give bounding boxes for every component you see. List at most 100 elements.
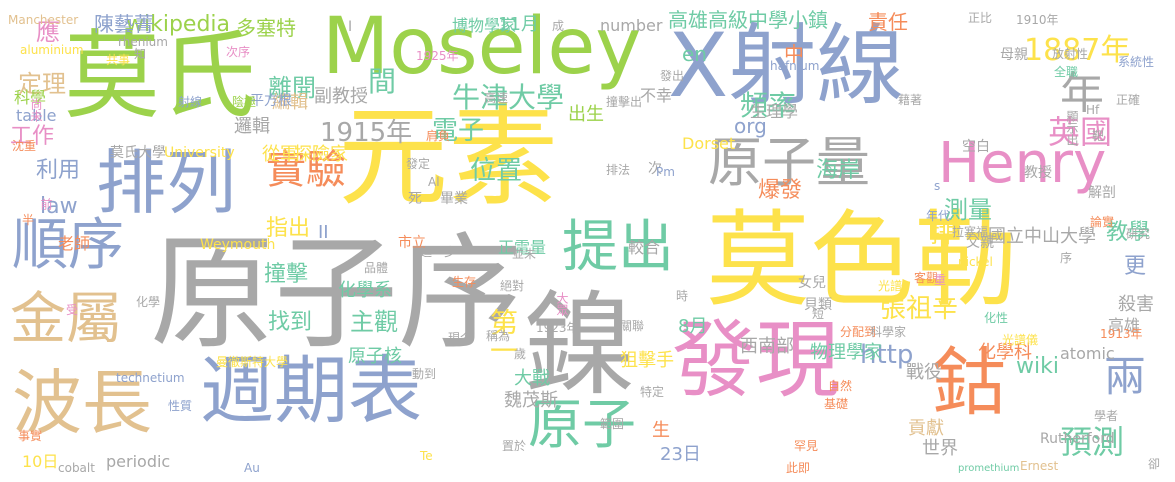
cloud-word: technetium: [116, 371, 185, 385]
cloud-word: table: [16, 106, 57, 125]
cloud-word: 指出: [266, 216, 311, 241]
cloud-word: 海岸: [816, 158, 861, 183]
cloud-word: 年: [1060, 68, 1104, 119]
cloud-word: 張祖辛: [880, 294, 959, 324]
cloud-word: 10日: [22, 452, 59, 471]
cloud-word: 藉著: [898, 93, 923, 107]
cloud-word: 歲: [514, 347, 527, 361]
cloud-word: 國立中山大學: [988, 226, 1096, 247]
cloud-word: 元素: [338, 93, 558, 221]
cloud-word: II: [318, 222, 329, 243]
cloud-word: 利用: [36, 158, 81, 183]
cloud-word: 現今: [448, 331, 473, 345]
cloud-word: 中: [784, 42, 804, 66]
cloud-word: 共事: [106, 53, 131, 67]
cloud-word: 狙擊手: [620, 350, 674, 371]
cloud-word: 發定: [406, 157, 431, 171]
cloud-word: 次: [648, 161, 662, 177]
cloud-word: en: [682, 42, 707, 66]
cloud-word: 頻率: [740, 89, 797, 122]
cloud-word: 更: [1124, 254, 1147, 279]
cloud-word: 罕見: [794, 439, 819, 453]
cloud-word: 原子序: [150, 222, 523, 366]
cloud-word: 生理學: [750, 102, 799, 121]
cloud-word: 肩負: [426, 129, 451, 143]
cloud-word: 高雄高級中學小鎮: [668, 8, 828, 32]
cloud-word: 原子: [528, 393, 636, 456]
cloud-word: 光譜儀: [1002, 333, 1039, 347]
cloud-word: 週期表: [200, 348, 422, 434]
cloud-word: 畢業: [440, 191, 468, 207]
cloud-word: 高速: [484, 91, 509, 105]
cloud-word: 鎳: [524, 281, 636, 411]
cloud-word: X射線: [668, 14, 905, 117]
cloud-word: 沈重: [12, 139, 37, 153]
cloud-word: 排法: [606, 163, 631, 177]
cloud-word: 多塞特: [236, 16, 296, 40]
cloud-word: 工作: [10, 124, 55, 149]
cloud-word: Weymouth: [200, 237, 276, 253]
cloud-word: 基礎: [824, 397, 849, 411]
cloud-word: 從軍: [262, 144, 298, 165]
cloud-word: 物理學家: [810, 342, 882, 363]
cloud-word: 範圍: [600, 417, 625, 431]
cloud-word: 客觀: [914, 271, 939, 285]
cloud-word: cobalt: [58, 461, 95, 475]
cloud-word: Moseley: [322, 2, 642, 92]
cloud-word: Manchester: [8, 13, 79, 27]
cloud-word: 出生: [568, 104, 604, 125]
cloud-word: 西南部: [740, 336, 794, 357]
cloud-word: 前: [39, 198, 53, 210]
cloud-word: 位置: [470, 156, 523, 186]
cloud-word: 1910年: [1016, 13, 1059, 27]
cloud-word: 化性: [984, 311, 1009, 325]
cloud-word: promethium: [958, 463, 1020, 474]
cloud-word: 1915年: [320, 118, 413, 148]
cloud-word: 性質: [168, 399, 193, 413]
cloud-word: 英國: [1048, 113, 1113, 151]
cloud-word: 尚未: [29, 98, 43, 122]
cloud-word: 定理: [18, 70, 66, 98]
cloud-word: number: [600, 16, 663, 35]
cloud-word: 自然: [828, 379, 853, 393]
cloud-word: wikipedia: [126, 12, 231, 37]
cloud-word: 卻: [1148, 457, 1161, 471]
cloud-word: rhenium: [118, 35, 168, 49]
cloud-word: atomic: [1060, 344, 1115, 363]
cloud-word: 排: [930, 220, 954, 248]
cloud-word: 生存: [452, 275, 477, 289]
cloud-word: 貢獻: [908, 418, 944, 439]
cloud-word: 不幸: [640, 86, 673, 105]
cloud-word: 魏茂斯: [504, 390, 558, 411]
cloud-word: University: [164, 145, 235, 161]
cloud-word: 正電量: [498, 238, 547, 257]
cloud-word: 學者: [1094, 409, 1119, 423]
cloud-word: 正比: [968, 11, 993, 25]
cloud-word: Ernest: [1020, 459, 1059, 473]
cloud-word: 殺害: [1118, 294, 1154, 315]
cloud-word: 找到: [268, 310, 313, 335]
cloud-word: 科學家: [870, 325, 907, 339]
cloud-word: org: [734, 114, 767, 138]
cloud-word: 博物學家: [452, 16, 517, 35]
cloud-word: 成: [552, 19, 565, 33]
cloud-word: 較合: [628, 238, 661, 257]
cloud-word: 知: [134, 47, 147, 61]
cloud-word: 絕對: [500, 279, 525, 293]
cloud-word: 放射性: [1052, 47, 1089, 61]
cloud-word: 教學: [1106, 220, 1151, 245]
cloud-word: 莫色勒: [706, 199, 1019, 321]
cloud-word: 主觀: [350, 308, 398, 336]
cloud-word: 平方根: [250, 93, 292, 109]
cloud-word: 曼徹斯特大學: [216, 355, 289, 369]
cloud-word: 編輯: [272, 92, 308, 113]
cloud-word: 生: [649, 420, 670, 438]
cloud-word: 間: [368, 65, 397, 98]
cloud-word: 貝類: [804, 297, 832, 313]
cloud-word: 動到: [412, 367, 437, 381]
cloud-word: 11月: [498, 14, 539, 35]
cloud-word: hafnium: [770, 59, 820, 73]
cloud-word: 鈷: [932, 340, 1006, 426]
cloud-word: aluminium: [20, 43, 84, 57]
cloud-word: 女兒: [798, 275, 826, 291]
